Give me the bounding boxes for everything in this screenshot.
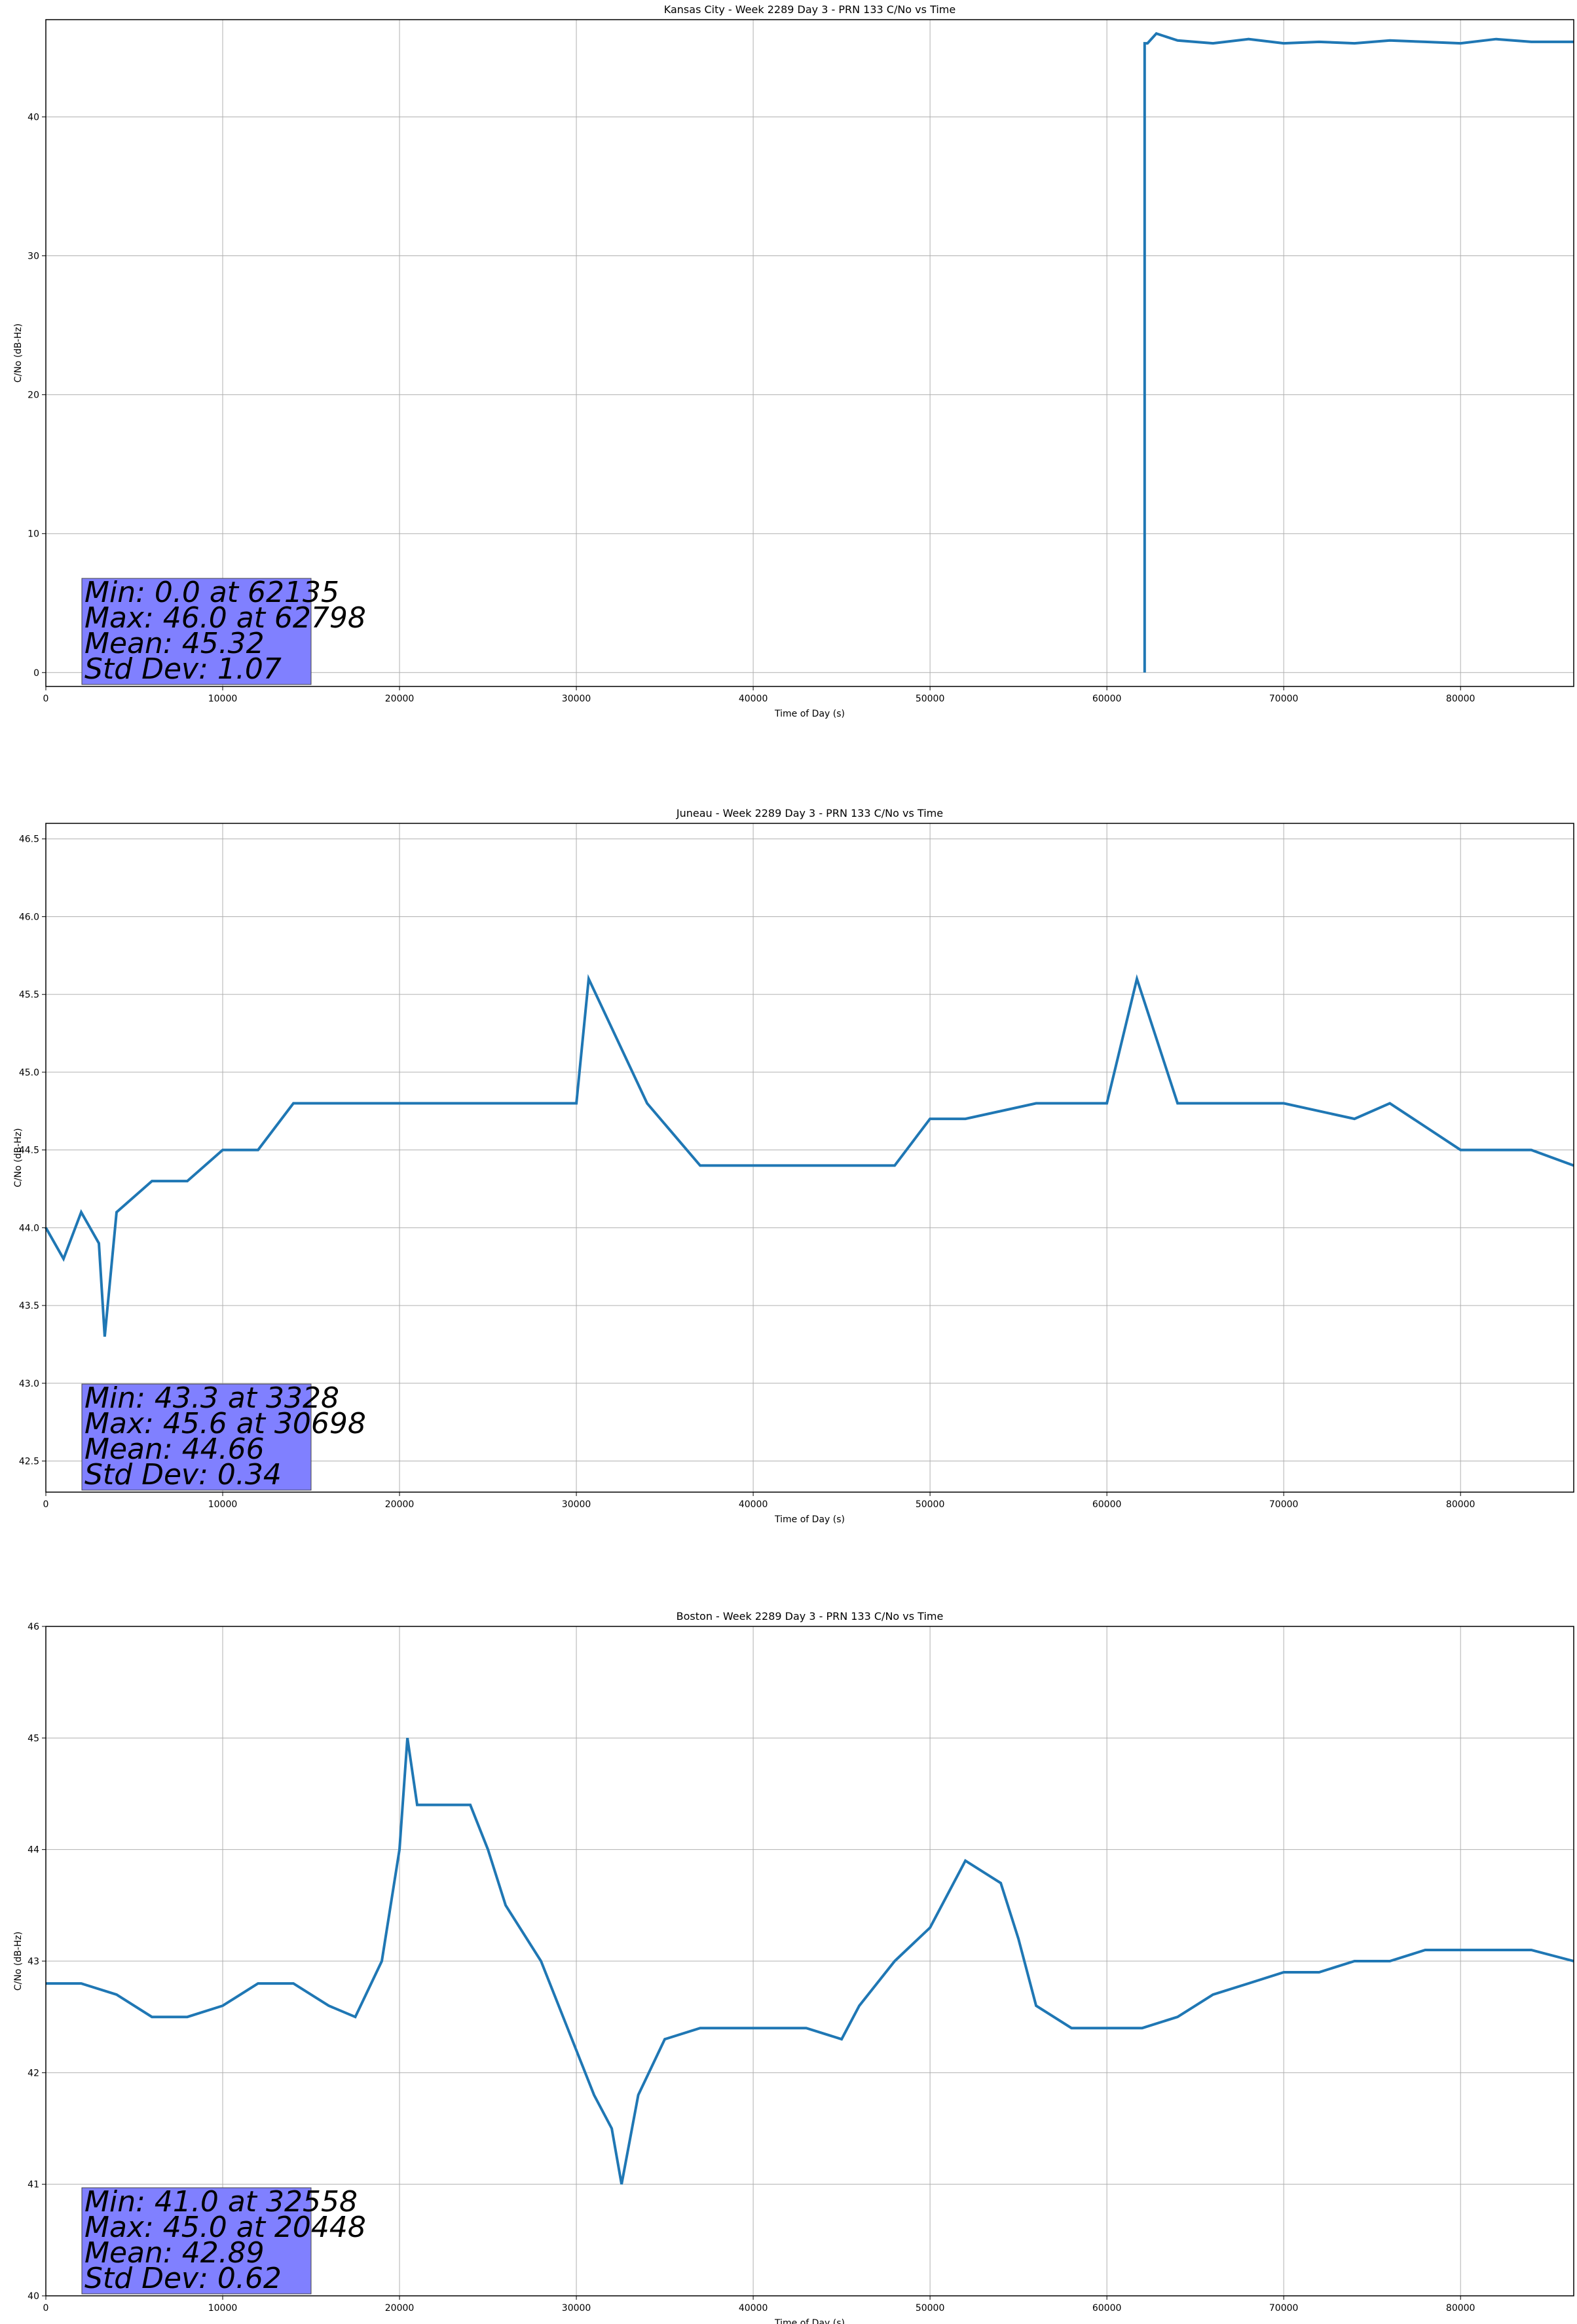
x-tick-label: 50000 [916,1499,945,1510]
stats-box [81,1383,312,1491]
stats-line: Max: 45.0 at 20448 [84,2211,366,2244]
y-tick-label: 40 [28,2291,39,2302]
stats-line: Max: 45.6 at 30698 [84,1407,366,1440]
x-tick-label: 60000 [1092,694,1122,704]
y-tick-label: 46 [28,1622,39,1632]
x-tick-label: 70000 [1269,2303,1299,2314]
y-tick-label: 41 [28,2180,39,2190]
x-tick-label: 10000 [208,2303,238,2314]
stats-line: Std Dev: 1.07 [84,652,282,686]
chart-title: Boston - Week 2289 Day 3 - PRN 133 C/No … [677,1610,944,1622]
x-tick-label: 20000 [385,1499,415,1510]
chart-title: Kansas City - Week 2289 Day 3 - PRN 133 … [664,3,955,16]
y-tick-label: 45 [28,1733,39,1744]
x-tick-label: 50000 [916,694,945,704]
series-line [1143,31,1574,673]
y-tick-label: 40 [28,112,39,122]
stats-line: Mean: 42.89 [84,2236,265,2270]
x-axis-label: Time of Day (s) [774,709,845,719]
chart-title: Juneau - Week 2289 Day 3 - PRN 133 C/No … [676,807,943,819]
x-tick-label: 60000 [1092,1499,1122,1510]
y-tick-label: 43.5 [19,1301,39,1311]
series-line [46,1738,1574,2185]
y-tick-label: 43 [28,1957,39,1967]
x-tick-label: 10000 [208,1499,238,1510]
x-tick-label: 0 [43,694,49,704]
stats-line: Std Dev: 0.34 [84,1458,282,1491]
x-tick-label: 0 [43,2303,49,2314]
y-tick-label: 45.0 [19,1068,39,1078]
stats-box [81,2187,312,2295]
y-axis-label: C/No (dB-Hz) [13,1932,24,1991]
x-tick-label: 30000 [562,694,591,704]
y-axis-label: C/No (dB-Hz) [13,1128,24,1187]
chart-panel: 0 10000 20000 30000 40000 50000 60000 70000 8000… [13,1610,1574,2324]
x-tick-label: 80000 [1446,2303,1475,2314]
y-tick-label: 42.5 [19,1457,39,1467]
x-tick-label: 30000 [562,2303,591,2314]
stats-line: Max: 46.0 at 62798 [84,601,366,635]
stats-line: Mean: 44.66 [84,1433,265,1466]
y-tick-label: 0 [33,668,39,679]
x-tick-label: 80000 [1446,694,1475,704]
x-tick-label: 60000 [1092,2303,1122,2314]
y-tick-label: 43.0 [19,1379,39,1389]
x-axis-label: Time of Day (s) [774,1514,845,1525]
y-tick-label: 44.5 [19,1146,39,1156]
series-line [45,973,1574,1337]
x-tick-label: 40000 [739,694,768,704]
x-tick-label: 70000 [1269,694,1299,704]
plot-frame [45,823,1574,1493]
x-tick-label: 20000 [385,2303,415,2314]
x-axis-label: Time of Day (s) [774,2318,845,2324]
y-tick-label: 44 [28,1845,39,1856]
y-tick-label: 46.5 [19,834,39,845]
y-tick-label: 20 [28,390,39,401]
y-tick-label: 10 [28,529,39,540]
x-tick-label: 80000 [1446,1499,1475,1510]
y-tick-label: 42 [28,2068,39,2078]
y-tick-label: 30 [28,252,39,262]
y-tick-label: 46.0 [19,912,39,922]
x-tick-label: 20000 [385,694,415,704]
plot-frame [45,1626,1574,2296]
stats-line: Std Dev: 0.62 [84,2262,282,2295]
x-tick-label: 30000 [562,1499,591,1510]
chart-panel: 0 10000 20000 30000 40000 50000 60000 70000 8000… [13,807,1574,1525]
stats-line: Min: 43.3 at 3328 [84,1381,339,1415]
x-tick-label: 70000 [1269,1499,1299,1510]
y-tick-label: 44.0 [19,1223,39,1233]
stats-box [81,578,312,685]
chart-panel: 0 10000 20000 30000 40000 50000 60000 70000 8000… [13,3,1574,719]
stats-line: Min: 0.0 at 62135 [84,576,339,609]
x-tick-label: 0 [43,1499,49,1510]
y-axis-label: C/No (dB-Hz) [13,324,24,383]
stats-line: Min: 41.0 at 32558 [84,2185,358,2219]
stats-line: Mean: 45.32 [84,627,265,660]
x-tick-label: 10000 [208,694,238,704]
x-tick-label: 50000 [916,2303,945,2314]
y-tick-label: 45.5 [19,990,39,1000]
plot-frame [45,19,1574,687]
x-tick-label: 40000 [739,2303,768,2314]
x-tick-label: 40000 [739,1499,768,1510]
